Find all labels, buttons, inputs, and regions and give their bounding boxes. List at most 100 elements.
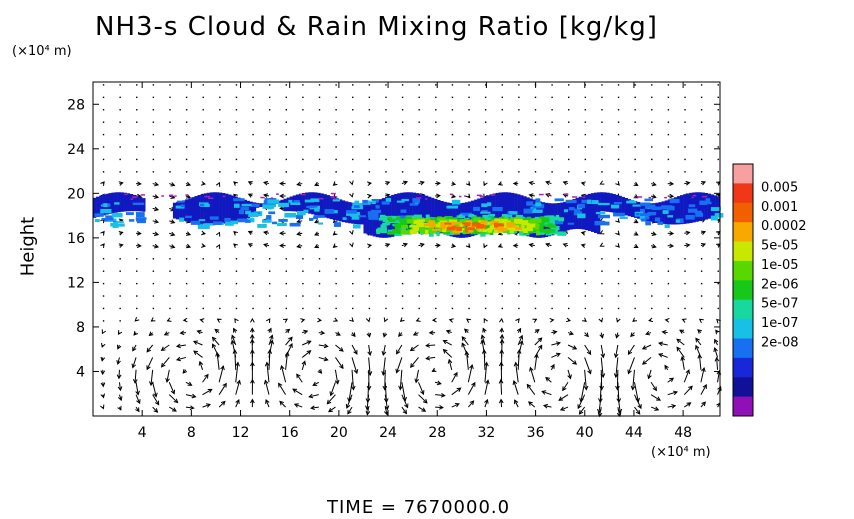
wind-vector-head <box>669 231 675 236</box>
wind-vector-head <box>439 405 444 410</box>
cloud-cell <box>200 194 204 225</box>
wind-vector <box>102 171 105 173</box>
wind-vector <box>302 84 304 86</box>
cloud-cell <box>94 219 100 222</box>
wind-vector <box>252 295 254 297</box>
wind-vector <box>235 380 241 395</box>
wind-vector <box>615 357 619 378</box>
wind-vector <box>651 171 653 173</box>
wind-vector-head <box>664 317 670 323</box>
wind-vector <box>634 109 636 111</box>
cloud-cell <box>478 220 483 223</box>
wind-vector <box>667 377 674 383</box>
wind-vector-head <box>170 231 176 237</box>
wind-vector <box>435 171 437 173</box>
wind-vector-head <box>499 317 504 323</box>
wind-vector <box>136 146 138 148</box>
wind-vector-head <box>135 390 140 396</box>
wind-vector-head <box>132 379 138 384</box>
cloud-cell <box>238 209 245 215</box>
wind-vector <box>352 109 354 111</box>
cloud-cell <box>375 205 380 209</box>
wind-vector-head <box>236 379 241 385</box>
wind-vector-head <box>398 332 403 337</box>
cloud-edge <box>490 194 496 196</box>
wind-vector-head <box>633 181 639 186</box>
wind-vector <box>418 258 420 260</box>
cloud-cell <box>676 218 684 224</box>
cloud-cell <box>476 226 480 231</box>
cloud-cell <box>595 211 606 215</box>
wind-vector-head <box>215 231 221 237</box>
wind-vector <box>517 340 523 358</box>
cloud-cell <box>593 192 598 234</box>
cloud-cell <box>645 221 651 226</box>
cloud-cell <box>240 206 249 211</box>
cloud-cell <box>267 206 273 210</box>
wind-vector <box>534 96 537 99</box>
wind-vector-head <box>599 230 605 235</box>
wind-vector <box>600 357 604 378</box>
wind-vector <box>285 295 287 297</box>
cloud-cell <box>432 228 441 231</box>
cloud-cell <box>399 215 409 218</box>
cloud-cell <box>483 196 487 232</box>
cloud-cell <box>487 214 495 217</box>
cloud-cell <box>482 229 488 233</box>
wind-vector <box>202 84 204 86</box>
wind-vector <box>562 381 569 391</box>
wind-vector-head <box>582 317 587 323</box>
wind-vector <box>418 382 424 395</box>
wind-vector <box>676 338 685 346</box>
cloud-cell <box>367 212 379 218</box>
wind-vector-head <box>442 340 448 345</box>
wind-vector <box>252 109 254 111</box>
cloud-cell <box>442 228 447 233</box>
cloud-cell <box>400 209 407 213</box>
wind-vector <box>311 406 319 409</box>
wind-vector <box>467 400 474 408</box>
wind-vector-head <box>296 181 302 187</box>
wind-vector-head <box>196 329 202 335</box>
cloud-cell <box>666 205 675 211</box>
wind-vector <box>318 109 321 111</box>
wind-vector <box>268 158 271 161</box>
wind-vector <box>102 320 105 322</box>
cloud-cell <box>111 212 123 218</box>
wind-vector <box>326 394 336 405</box>
wind-vector <box>601 270 603 272</box>
cloud-cell <box>394 193 398 237</box>
wind-vector <box>534 345 543 358</box>
wind-vector <box>266 362 270 383</box>
wind-vector <box>667 270 670 272</box>
wind-vector-head <box>211 343 217 349</box>
cloud-cell <box>566 201 570 231</box>
cloud-cell <box>314 192 318 216</box>
cloud-cell <box>586 200 599 204</box>
wind-vector <box>102 282 105 285</box>
wind-vector <box>119 84 121 86</box>
wind-vector-head <box>100 393 106 399</box>
cloud-cell <box>713 195 718 218</box>
wind-vector <box>451 158 454 161</box>
wind-vector-head <box>367 193 372 199</box>
wind-vector <box>667 405 676 408</box>
cloud-cell <box>267 199 280 204</box>
cloud-cell <box>306 205 318 209</box>
wind-vector <box>568 133 570 136</box>
wind-vector-head <box>420 390 425 396</box>
cloud-cell <box>425 219 432 222</box>
wind-vector <box>633 382 639 402</box>
cloud-cell <box>606 192 610 212</box>
cloud-cell <box>397 193 401 236</box>
cloud-cell <box>297 211 306 216</box>
wind-vector-head <box>136 181 142 187</box>
wind-vector <box>330 382 336 396</box>
wind-vector-head <box>681 318 687 323</box>
wind-vector-head <box>714 338 719 344</box>
cloud-cell <box>431 197 435 231</box>
wind-vector <box>152 307 155 310</box>
wind-vector <box>695 338 702 346</box>
wind-vector <box>385 146 387 148</box>
wind-vector <box>717 270 719 272</box>
